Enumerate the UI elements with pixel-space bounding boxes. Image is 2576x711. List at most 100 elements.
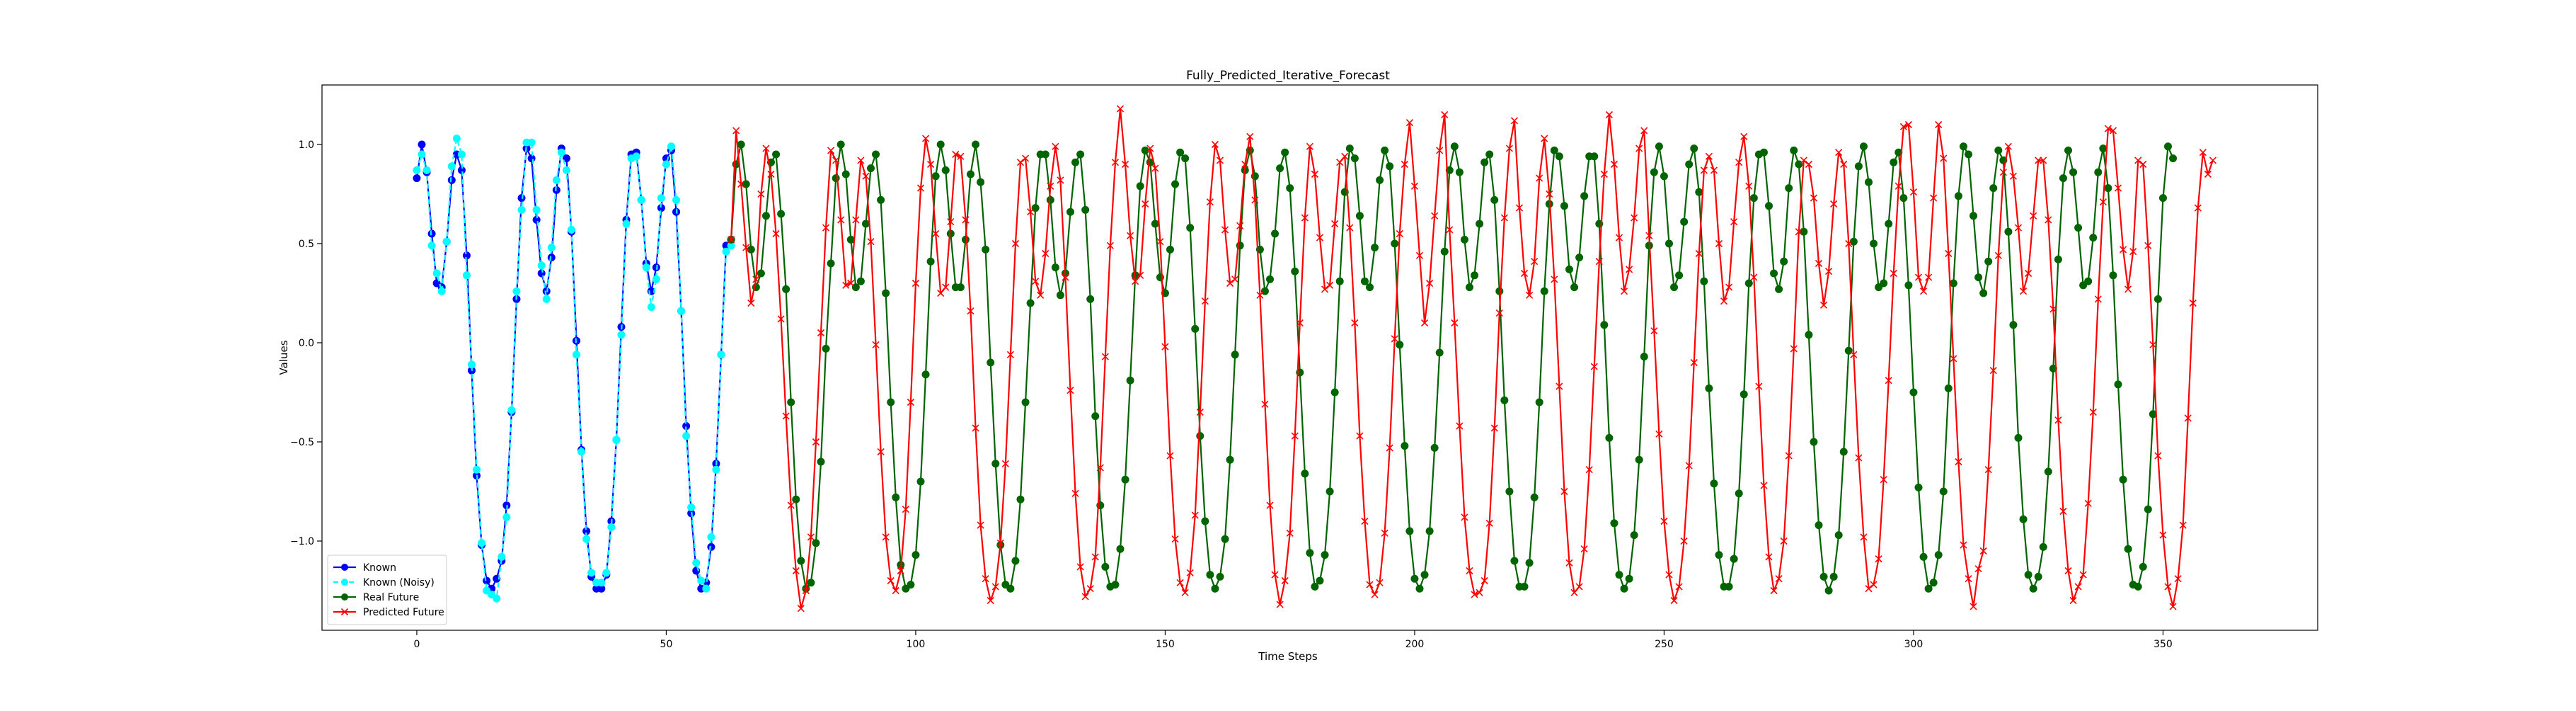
data-point bbox=[493, 594, 501, 603]
data-point bbox=[1345, 144, 1354, 153]
data-point bbox=[697, 576, 706, 585]
data-point bbox=[1690, 144, 1698, 153]
data-point bbox=[512, 287, 521, 295]
data-point-x bbox=[1930, 194, 1938, 202]
data-point-x bbox=[957, 152, 965, 160]
data-point-x bbox=[1989, 367, 1997, 375]
data-point-x bbox=[1626, 266, 1633, 273]
data-point bbox=[612, 436, 621, 444]
data-point bbox=[573, 351, 581, 359]
data-point bbox=[2154, 295, 2162, 303]
data-point-x bbox=[1027, 208, 1035, 216]
data-point bbox=[547, 244, 556, 252]
data-point-x bbox=[982, 575, 989, 583]
data-point-x bbox=[932, 229, 940, 238]
x-tick-label: 300 bbox=[1904, 639, 1924, 650]
data-point bbox=[1854, 162, 1863, 171]
data-point bbox=[1041, 150, 1050, 159]
data-point bbox=[1111, 581, 1120, 589]
data-point-x bbox=[991, 583, 999, 591]
data-point-x bbox=[1541, 135, 1548, 142]
data-point-x bbox=[1531, 258, 1539, 266]
data-point-x bbox=[1301, 214, 1309, 222]
data-point bbox=[772, 150, 781, 159]
data-point bbox=[2139, 562, 2147, 571]
data-point bbox=[1430, 443, 1439, 452]
data-point bbox=[478, 539, 486, 547]
legend-box bbox=[327, 554, 447, 625]
data-point bbox=[1954, 192, 1962, 200]
data-point-x bbox=[1700, 166, 1708, 174]
data-point bbox=[1435, 348, 1444, 357]
data-point-x bbox=[1426, 279, 1434, 288]
data-point-x bbox=[1605, 110, 1613, 119]
data-point-x bbox=[1476, 588, 1483, 596]
data-point bbox=[1505, 487, 1514, 496]
x-tick-label: 100 bbox=[907, 639, 926, 650]
data-point bbox=[473, 465, 481, 474]
data-point-x bbox=[1151, 164, 1159, 172]
data-point bbox=[1805, 331, 1813, 339]
data-point-x bbox=[1760, 482, 1768, 489]
data-point bbox=[1051, 263, 1059, 272]
data-point bbox=[432, 279, 441, 288]
data-point-x bbox=[752, 275, 760, 283]
data-point-x bbox=[1201, 297, 1209, 305]
data-point-x bbox=[2025, 269, 2032, 278]
data-point-x bbox=[1925, 273, 1933, 281]
data-point bbox=[2034, 572, 2042, 581]
data-point bbox=[2039, 542, 2047, 551]
data-point bbox=[1376, 176, 1384, 184]
data-point-x bbox=[1515, 204, 1524, 212]
data-point bbox=[1480, 158, 1489, 166]
data-point-x bbox=[1485, 519, 1493, 527]
data-point-x bbox=[1790, 345, 1798, 353]
data-point bbox=[777, 210, 786, 218]
data-point bbox=[1440, 247, 1449, 256]
data-point-x bbox=[962, 216, 970, 224]
data-point-x bbox=[1505, 144, 1513, 152]
data-point bbox=[1965, 150, 1972, 159]
data-point bbox=[1081, 205, 1090, 214]
data-point bbox=[413, 174, 421, 183]
data-point bbox=[1381, 146, 1389, 154]
data-point bbox=[483, 576, 491, 585]
data-point-x bbox=[737, 180, 745, 188]
data-point bbox=[577, 448, 586, 456]
data-point bbox=[1266, 275, 1274, 283]
data-point-x bbox=[1955, 457, 1962, 466]
data-point-x bbox=[777, 315, 785, 323]
data-point-x bbox=[1795, 228, 1802, 236]
data-point bbox=[967, 170, 974, 178]
data-point bbox=[717, 351, 725, 359]
data-point bbox=[2109, 271, 2117, 280]
data-point bbox=[562, 154, 570, 163]
data-point-x bbox=[837, 216, 845, 224]
data-point-x bbox=[767, 170, 775, 178]
data-point bbox=[1171, 180, 1180, 188]
data-point-x bbox=[1940, 154, 1948, 162]
data-point bbox=[1630, 531, 1638, 540]
data-point-x bbox=[1291, 432, 1299, 440]
data-point-x bbox=[1914, 273, 1923, 281]
data-point bbox=[1575, 254, 1584, 262]
data-point bbox=[1530, 493, 1539, 501]
data-point-x bbox=[1420, 319, 1429, 327]
data-point bbox=[1865, 178, 1873, 186]
data-point bbox=[1939, 487, 1948, 496]
data-point-x bbox=[1116, 105, 1125, 113]
data-point bbox=[787, 398, 795, 406]
data-point-x bbox=[1306, 142, 1313, 150]
data-point bbox=[1086, 295, 1095, 303]
data-point-x bbox=[1016, 159, 1025, 166]
data-point bbox=[817, 457, 825, 466]
data-point-x bbox=[1446, 226, 1454, 234]
data-point-x bbox=[1675, 583, 1683, 591]
data-point-x bbox=[1556, 382, 1563, 390]
data-point-x bbox=[1800, 157, 1807, 164]
data-point-x bbox=[1366, 581, 1374, 588]
data-point-x bbox=[1196, 408, 1204, 416]
data-point-x bbox=[812, 438, 820, 446]
data-point-x bbox=[2054, 416, 2062, 424]
data-point bbox=[517, 194, 526, 203]
